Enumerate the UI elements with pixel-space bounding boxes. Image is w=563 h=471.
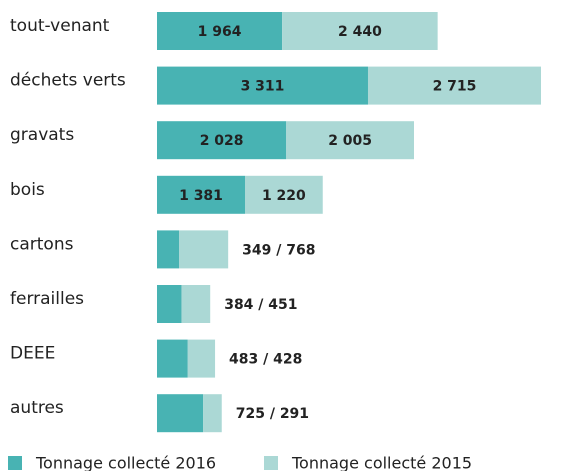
value-label: 1 220 — [262, 188, 306, 204]
legend-swatch — [264, 456, 278, 470]
bar-segment — [157, 394, 204, 433]
value-label: 1 381 — [179, 188, 223, 204]
bar-segment — [157, 175, 246, 214]
value-label: 349 / 768 — [242, 242, 315, 258]
value-label: 725 / 291 — [236, 406, 309, 422]
bar-segment — [157, 66, 368, 105]
bar-segment — [367, 66, 541, 105]
bar-segment — [157, 339, 188, 378]
category-label: tout-venant — [10, 16, 110, 36]
value-label: 2 440 — [338, 24, 382, 40]
category-label: ferrailles — [10, 289, 84, 309]
legend-label: Tonnage collecté 2016 — [35, 454, 216, 471]
bar-segment — [203, 394, 222, 433]
value-label: 3 311 — [241, 79, 285, 95]
bar-segment — [157, 12, 283, 50]
bar-segment — [187, 339, 216, 378]
bar-segment — [286, 121, 414, 160]
bar-segment — [181, 285, 211, 323]
value-label: 1 964 — [198, 24, 242, 40]
category-label: autres — [10, 398, 64, 418]
category-label: DEEE — [10, 344, 55, 364]
value-label: 483 / 428 — [229, 352, 302, 368]
value-label: 2 005 — [328, 133, 372, 149]
bar-segment — [282, 12, 438, 50]
bar-segment — [179, 230, 229, 269]
bar-segment — [157, 121, 287, 160]
category-label: gravats — [10, 125, 74, 145]
value-label: 384 / 451 — [224, 297, 297, 313]
category-label: cartons — [10, 234, 74, 254]
category-label: déchets verts — [10, 71, 126, 91]
value-label: 2 715 — [433, 79, 477, 95]
bar-segment — [157, 230, 180, 269]
category-label: bois — [10, 180, 45, 200]
legend-swatch — [8, 456, 22, 470]
legend-label: Tonnage collecté 2015 — [291, 454, 472, 471]
value-label: 2 028 — [200, 133, 244, 149]
bar-segment — [245, 175, 323, 214]
bar-segment — [157, 285, 182, 323]
